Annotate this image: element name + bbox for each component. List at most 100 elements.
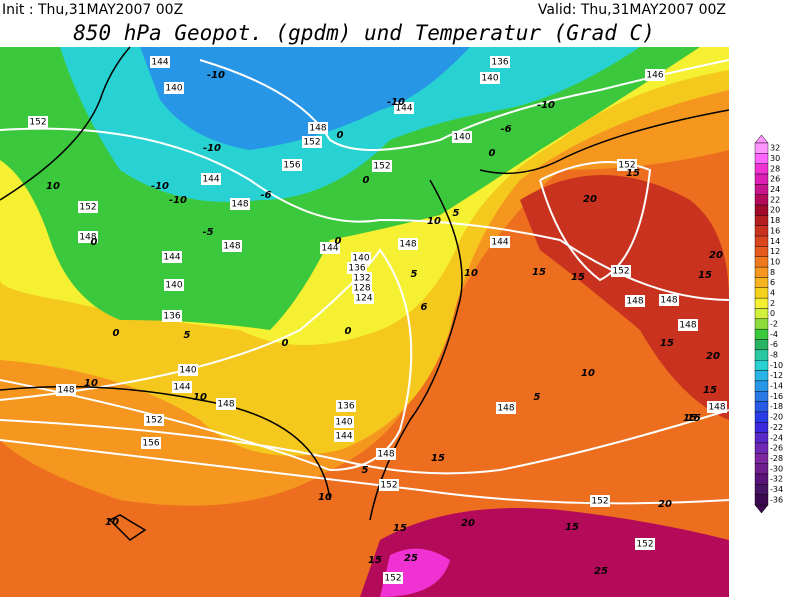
temperature-label: 20 xyxy=(461,518,475,529)
geopotential-label: 140 xyxy=(179,366,196,376)
temperature-label: -10 xyxy=(387,97,405,108)
geopotential-label: 144 xyxy=(173,383,190,393)
colorbar-label: -14 xyxy=(770,382,783,391)
temperature-label: 0 xyxy=(91,237,98,248)
geopotential-label: 148 xyxy=(708,403,725,413)
temperature-label: 10 xyxy=(193,392,207,403)
geopotential-label-box xyxy=(490,236,510,248)
geopotential-label-box xyxy=(162,251,182,263)
map xyxy=(0,46,730,597)
title: 850 hPa Geopot. (gpdm) und Temperatur (G… xyxy=(73,21,655,45)
colorbar-swatch xyxy=(754,463,769,475)
geopotential-label-box xyxy=(334,416,354,428)
geopotential-label: 140 xyxy=(165,84,182,94)
temperature-label: 10 xyxy=(105,517,119,528)
geopotential-label: 144 xyxy=(491,238,508,248)
geopotential-label: 136 xyxy=(163,312,180,322)
colorbar-label: -6 xyxy=(770,340,778,349)
geopotential-label-box xyxy=(320,242,340,254)
geopotential-label: 148 xyxy=(217,400,234,410)
colorbar-label: -34 xyxy=(770,485,783,494)
geopotential-label: 140 xyxy=(352,254,369,264)
colorbar-label: 32 xyxy=(770,144,780,153)
geopotential-label-box xyxy=(352,282,372,294)
map-labels: 1441401361461521401481521561441401521441… xyxy=(28,56,727,584)
colorbar-swatch xyxy=(754,349,769,361)
geopotential-label: 148 xyxy=(223,242,240,252)
geopotential-label-box xyxy=(351,252,371,264)
temperature-label: 10 xyxy=(318,492,332,503)
geopotential-label-box xyxy=(164,279,184,291)
colorbar-label: -26 xyxy=(770,444,783,453)
colorbar-swatch xyxy=(754,297,769,309)
colorbar-label: 4 xyxy=(770,288,775,297)
colorbar-swatch xyxy=(754,308,769,320)
geopotential-label: 148 xyxy=(79,233,96,243)
geopotential-label: 148 xyxy=(309,124,326,134)
geopotential-label: 140 xyxy=(481,74,498,84)
geopotential-label: 144 xyxy=(163,253,180,263)
colorbar-label: -8 xyxy=(770,351,778,360)
colorbar-label: 24 xyxy=(770,185,780,194)
geopotential-label-box xyxy=(28,116,48,128)
colorbar-swatch xyxy=(754,194,769,206)
geopotential-label: 148 xyxy=(377,450,394,460)
colorbar-label: -2 xyxy=(770,320,778,329)
geopotential-label-box xyxy=(611,265,631,277)
colorbar-label: 18 xyxy=(770,216,780,225)
geopotential-label: 156 xyxy=(283,161,300,171)
colorbar-label: 10 xyxy=(770,257,780,266)
colorbar-swatch xyxy=(754,442,769,454)
colorbar-label: -18 xyxy=(770,402,783,411)
colorbar-label: -12 xyxy=(770,371,783,380)
colorbar-swatch xyxy=(754,163,769,175)
colorbar-swatch xyxy=(754,411,769,423)
geopotential-label: 136 xyxy=(348,264,365,274)
geopotential-label-box xyxy=(379,479,399,491)
geopotential-label-box xyxy=(141,437,161,449)
temperature-label: 20 xyxy=(583,194,597,205)
geopotential-label: 148 xyxy=(660,296,677,306)
temperature-label: 15 xyxy=(368,555,382,566)
geopotential-label-box xyxy=(201,173,221,185)
temperature-label: 0 xyxy=(335,236,342,247)
geopotential-label: 140 xyxy=(165,281,182,291)
colorbar-bottom-arrow xyxy=(754,504,769,514)
temperature-label: 5 xyxy=(453,208,460,219)
temperature-label: 20 xyxy=(658,499,672,510)
temperature-label: 15 xyxy=(393,523,407,534)
geopotential-label-box xyxy=(178,364,198,376)
colorbar-swatch xyxy=(754,328,769,340)
geopotential-label: 132 xyxy=(353,274,370,284)
geopotential-label-box xyxy=(376,448,396,460)
colorbar-swatch xyxy=(754,215,769,226)
geopotential-label: 136 xyxy=(337,402,354,412)
geopotential-label-box xyxy=(56,384,76,396)
colorbar-label: 16 xyxy=(770,226,780,235)
colorbar-swatch xyxy=(754,266,769,278)
geopotential-label: 148 xyxy=(399,240,416,250)
temperature-label: -5 xyxy=(202,227,213,238)
colorbar-swatch xyxy=(754,256,769,268)
geopotential-label-box xyxy=(678,319,698,331)
geopotential-label-box xyxy=(282,159,302,171)
colorbar-swatch xyxy=(754,318,769,330)
geopotential-label: 148 xyxy=(57,386,74,396)
temperature-label: 15 xyxy=(571,272,585,283)
geopotential-contours xyxy=(0,59,730,505)
colorbar-label: 20 xyxy=(770,206,780,215)
temperature-label: 15 xyxy=(683,413,697,424)
geopotential-label: 146 xyxy=(646,71,663,81)
temperature-label: -10 xyxy=(537,100,555,111)
colorbar-label: 26 xyxy=(770,175,780,184)
colorbar-label: -10 xyxy=(770,361,783,370)
colorbar-label: 12 xyxy=(770,247,780,256)
colorbar-swatch xyxy=(754,204,769,216)
geopotential-label-box xyxy=(352,272,372,284)
geopotential-label: 148 xyxy=(679,321,696,331)
geopotential-label-box xyxy=(347,262,367,274)
geopotential-label: 148 xyxy=(231,200,248,210)
hot-south xyxy=(360,508,729,597)
geopotential-label-box xyxy=(383,572,403,584)
